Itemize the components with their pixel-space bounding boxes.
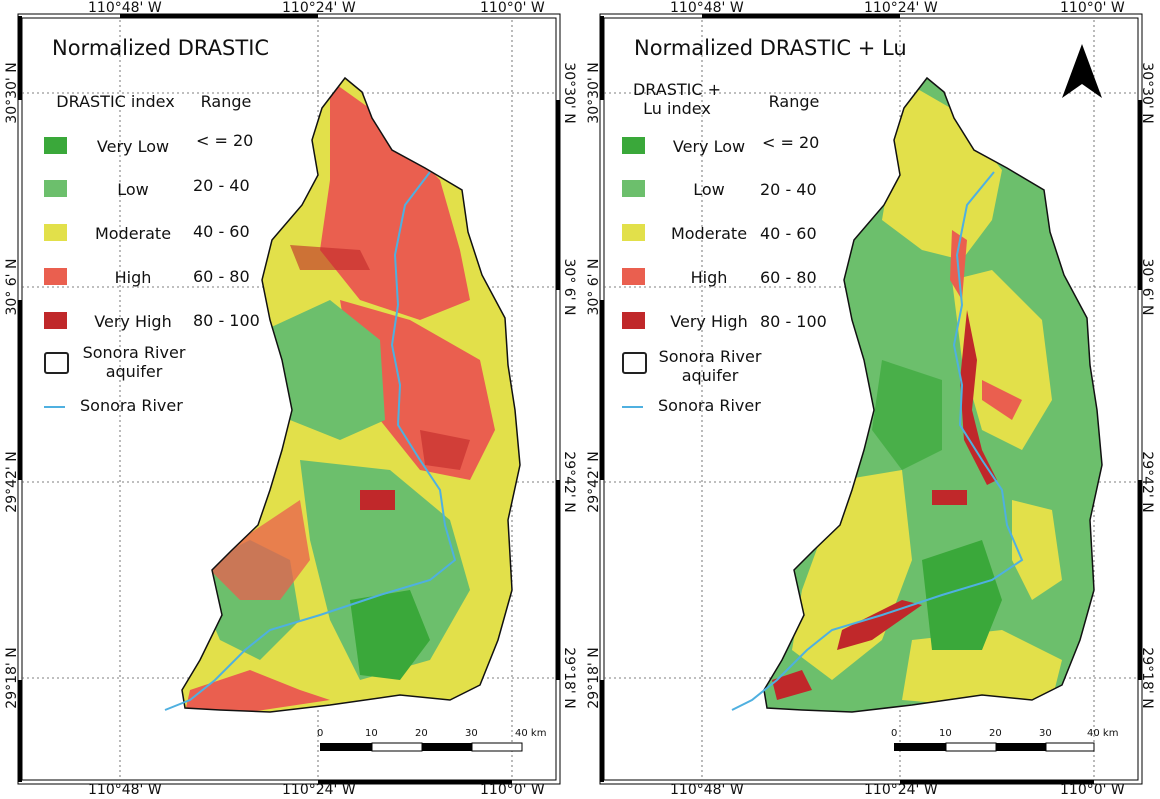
legend-swatch-very-high: [622, 312, 645, 329]
scale-bar: [320, 742, 523, 752]
legend-range-low: 20 - 40: [193, 176, 250, 195]
lat-label-right-1: 30°30' N: [561, 62, 577, 124]
lat-label-left-3: 29°42' N: [586, 451, 602, 513]
lat-label-left-2: 30° 6' N: [4, 258, 20, 316]
legend-swatch-very-low: [622, 137, 645, 154]
legend-river-label: Sonora River: [80, 396, 183, 415]
scale-label-30: 30: [465, 728, 478, 739]
legend-swatch-low: [622, 180, 645, 197]
scale-bar: [894, 742, 1095, 752]
legend-index-header: DRASTIC + Lu index: [632, 80, 722, 118]
legend-range-very-low: < = 20: [196, 131, 254, 150]
lat-label-right-2: 30° 6' N: [561, 258, 577, 316]
legend-index-header: DRASTIC index: [56, 92, 175, 111]
legend-label-high: High: [114, 268, 152, 287]
legend-range-header: Range: [200, 92, 252, 111]
lon-label-top-2: 110°24' W: [864, 0, 938, 16]
scale-label-10: 10: [365, 728, 378, 739]
lat-label-left-1: 30°30' N: [4, 62, 20, 124]
legend-range-high: 60 - 80: [193, 267, 250, 286]
legend-swatch-low: [44, 180, 67, 197]
scale-label-20: 20: [989, 728, 1002, 739]
lat-label-left-4: 29°18' N: [586, 647, 602, 709]
scale-label-40: 40 km: [1087, 728, 1119, 739]
legend-label-moderate: Moderate: [94, 224, 172, 243]
scale-label-0: 0: [891, 728, 898, 739]
lon-label-bottom-3: 110°0' W: [1060, 782, 1125, 798]
lat-label-left-4: 29°18' N: [4, 647, 20, 709]
legend-aquifer-symbol: [622, 352, 647, 374]
legend-range-very-high: 80 - 100: [760, 312, 827, 331]
legend-river-symbol: [622, 406, 643, 408]
lat-label-left-3: 29°42' N: [4, 451, 20, 513]
lat-label-right-3: 29°42' N: [1139, 451, 1155, 513]
scale-label-10: 10: [939, 728, 952, 739]
lon-label-bottom-2: 110°24' W: [282, 782, 356, 798]
legend-label-moderate: Moderate: [670, 224, 748, 243]
scale-label-20: 20: [415, 728, 428, 739]
legend-range-low: 20 - 40: [760, 180, 817, 199]
lat-label-right-1: 30°30' N: [1139, 62, 1155, 124]
map-drastic: [17, 13, 561, 785]
lon-label-top-1: 110°48' W: [88, 0, 162, 16]
legend-range-header: Range: [768, 92, 820, 111]
lon-label-bottom-3: 110°0' W: [480, 782, 545, 798]
legend-label-very-low: Very Low: [672, 137, 746, 156]
legend-swatch-high: [622, 268, 645, 285]
lon-label-top-2: 110°24' W: [282, 0, 356, 16]
lat-label-right-4: 29°18' N: [1139, 647, 1155, 709]
legend-label-high: High: [690, 268, 728, 287]
lat-label-left-2: 30° 6' N: [586, 258, 602, 316]
legend-range-high: 60 - 80: [760, 268, 817, 287]
lat-label-left-1: 30°30' N: [586, 62, 602, 124]
legend-aquifer-label: Sonora River aquifer: [658, 347, 762, 385]
legend-swatch-very-high: [44, 312, 67, 329]
lat-label-right-2: 30° 6' N: [1139, 258, 1155, 316]
lat-label-right-3: 29°42' N: [561, 451, 577, 513]
legend-range-very-high: 80 - 100: [193, 311, 260, 330]
legend-range-moderate: 40 - 60: [193, 222, 250, 241]
legend-swatch-high: [44, 268, 67, 285]
lon-label-bottom-2: 110°24' W: [864, 782, 938, 798]
lon-label-top-3: 110°0' W: [480, 0, 545, 16]
lon-label-top-1: 110°48' W: [670, 0, 744, 16]
map-drastic-lu: [599, 13, 1143, 785]
legend-aquifer-label: Sonora River aquifer: [82, 343, 186, 381]
scale-label-40: 40 km: [515, 728, 547, 739]
legend-label-very-low: Very Low: [96, 137, 170, 156]
legend-label-very-high: Very High: [670, 312, 748, 331]
map-panel-drastic-lu: 110°48' W 110°24' W 110°0' W 110°48' W 1…: [582, 0, 1160, 799]
map-title: Normalized DRASTIC: [52, 36, 270, 60]
lon-label-bottom-1: 110°48' W: [670, 782, 744, 798]
legend-label-low: Low: [693, 180, 725, 199]
map-panel-drastic: 110°48' W 110°24' W 110°0' W 110°48' W 1…: [0, 0, 578, 799]
scale-label-0: 0: [317, 728, 324, 739]
scale-label-30: 30: [1039, 728, 1052, 739]
legend-range-moderate: 40 - 60: [760, 224, 817, 243]
legend-label-very-high: Very High: [94, 312, 172, 331]
north-arrow-icon: [1062, 44, 1102, 98]
map-title: Normalized DRASTIC + Lu: [634, 36, 907, 60]
legend-swatch-moderate: [44, 224, 67, 241]
legend-swatch-moderate: [622, 224, 645, 241]
legend-swatch-very-low: [44, 137, 67, 154]
legend-range-very-low: < = 20: [762, 133, 820, 152]
lon-label-bottom-1: 110°48' W: [88, 782, 162, 798]
legend-label-low: Low: [117, 180, 149, 199]
lat-label-right-4: 29°18' N: [561, 647, 577, 709]
legend-aquifer-symbol: [44, 352, 69, 374]
legend-river-symbol: [44, 406, 65, 408]
lon-label-top-3: 110°0' W: [1060, 0, 1125, 16]
legend-river-label: Sonora River: [658, 396, 761, 415]
